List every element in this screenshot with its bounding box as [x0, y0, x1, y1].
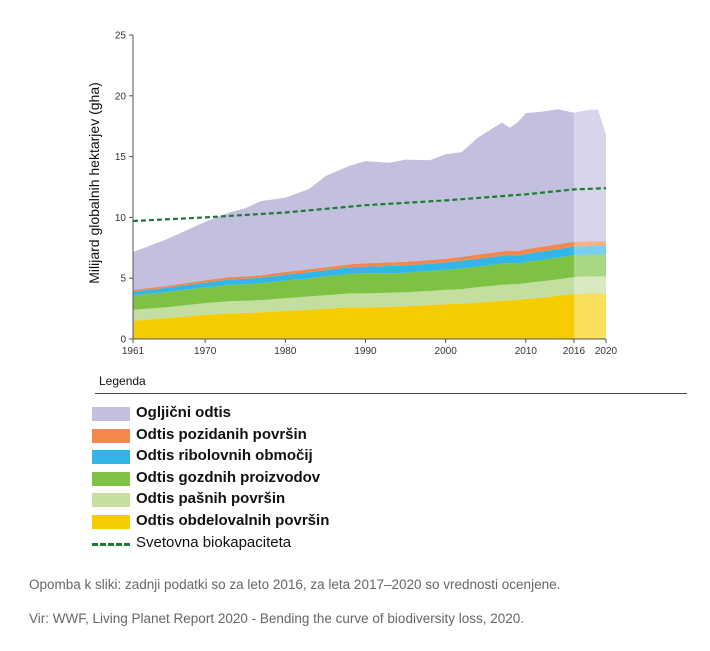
legend-divider	[95, 393, 687, 394]
legend-label: Odtis pozidanih površin	[136, 425, 307, 443]
biocapacity-line	[132, 187, 607, 223]
area-series-1	[133, 276, 606, 321]
legend-item: Ogljični odtis	[92, 403, 492, 425]
legend-item: Odtis obdelovalnih površin	[92, 511, 492, 533]
y-tick-label: 5	[120, 274, 126, 285]
y-tick-label: 0	[120, 335, 126, 346]
figure-source: Vir: WWF, Living Planet Report 2020 - Be…	[29, 611, 524, 626]
estimate-period-overlay	[573, 35, 606, 339]
legend-swatch	[92, 514, 130, 529]
area-series-2	[133, 254, 606, 310]
x-tick-label: 2010	[515, 346, 538, 357]
legend-item: Odtis gozdnih proizvodov	[92, 468, 492, 490]
area-series-4	[133, 241, 606, 292]
y-tick-label: 10	[115, 213, 127, 224]
y-tick-label: 20	[115, 91, 127, 102]
y-axis-label: Milijard globalnih hektarjev (gha)	[86, 82, 102, 284]
legend-swatch	[92, 450, 130, 465]
area-series-3	[133, 246, 606, 296]
y-tick-label: 25	[115, 31, 127, 42]
legend-swatch	[92, 428, 130, 443]
legend-label: Ogljični odtis	[136, 404, 232, 421]
legend-swatch	[92, 471, 130, 486]
x-tick-label: 1961	[122, 346, 145, 357]
legend-label: Odtis obdelovalnih površin	[136, 511, 330, 529]
area-series-5	[133, 109, 606, 290]
legend-swatch	[92, 493, 130, 508]
legend: Ogljični odtis Odtis pozidanih površin Odt…	[92, 403, 492, 554]
legend-label: Svetovna biokapaciteta	[136, 533, 292, 551]
legend-label: Odtis pašnih površin	[136, 490, 286, 508]
legend-item: Odtis pašnih površin	[92, 489, 492, 511]
figure-note: Opomba k sliki: zadnji podatki so za let…	[29, 577, 561, 592]
x-tick-label: 1970	[194, 346, 217, 357]
legend-item: Odtis ribolovnih območij	[92, 446, 492, 468]
x-tick-label: 1990	[354, 346, 377, 357]
x-tick-label: 2020	[595, 346, 618, 357]
x-tick-label: 2000	[435, 346, 458, 357]
x-tick-label: 1980	[274, 346, 297, 357]
legend-title: Legenda	[99, 374, 146, 388]
y-tick-label: 15	[115, 152, 127, 163]
ecological-footprint-chart: 25 20 15 10 5 0 1961 1970 1980 1990 2000 2010 2016 2…	[86, 31, 618, 358]
legend-item: Svetovna biokapaciteta	[92, 533, 492, 555]
legend-label: Odtis ribolovnih območij	[136, 447, 313, 465]
legend-line-swatch	[92, 542, 130, 546]
legend-swatch	[92, 407, 130, 421]
area-series-0	[133, 293, 606, 339]
legend-label: Odtis gozdnih proizvodov	[136, 468, 321, 486]
legend-item: Odtis pozidanih površin	[92, 425, 492, 447]
x-tick-label: 2016	[563, 346, 586, 357]
